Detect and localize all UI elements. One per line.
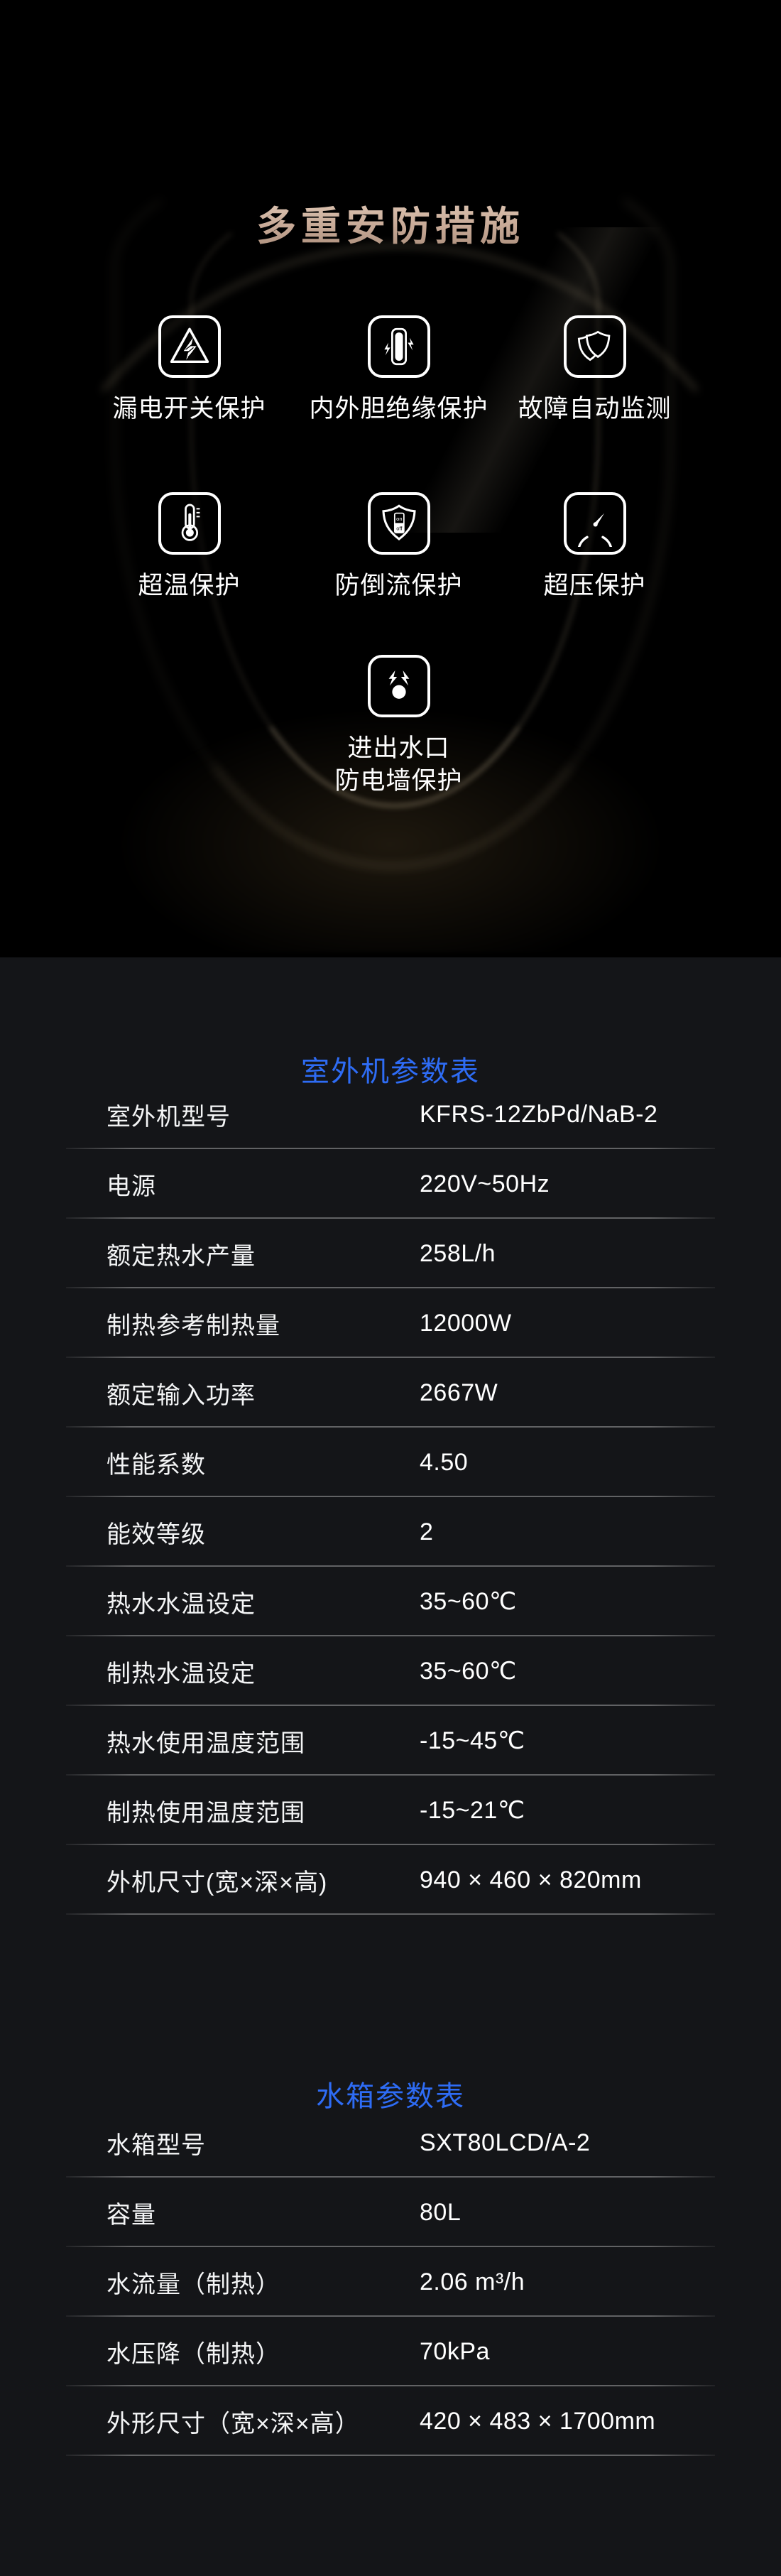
spec-label: 水压降（制热） — [106, 2340, 280, 2368]
safety-feature-fault-monitor: 故障自动监测 — [493, 315, 696, 425]
safety-section-title: 多重安防措施 — [0, 195, 781, 252]
spec-label: 容量 — [106, 2201, 156, 2229]
safety-feature-label: 进出水口 防电墙保护 — [334, 732, 462, 797]
table-row: 制热水温设定 35~60℃ — [66, 1636, 715, 1706]
table-row: 水流量（制热） 2.06 m³/h — [66, 2247, 715, 2317]
spec-value: 35~60℃ — [420, 1588, 517, 1615]
anti-backflow-icon: on off — [367, 492, 430, 555]
spec-value: KFRS-12ZbPd/NaB-2 — [420, 1100, 658, 1128]
switch-on-label: on — [396, 516, 402, 522]
table-row: 外形尺寸（宽×深×高） 420 × 483 × 1700mm — [66, 2386, 715, 2456]
anti-electric-wall-icon — [367, 655, 430, 717]
safety-feature-anti-backflow: on off 防倒流保护 — [297, 492, 500, 602]
switch-off-label: off — [396, 526, 403, 532]
spec-value: 420 × 483 × 1700mm — [420, 2407, 656, 2435]
spec-value: 12000W — [420, 1309, 512, 1337]
spec-value: SXT80LCD/A-2 — [420, 2129, 591, 2156]
tank-table-title: 水箱参数表 — [316, 2081, 465, 2113]
spec-label: 电源 — [106, 1173, 156, 1200]
spec-label: 热水使用温度范围 — [106, 1729, 305, 1757]
spec-label: 外形尺寸（宽×深×高） — [106, 2410, 360, 2438]
safety-feature-insulation: 内外胆绝缘保护 — [297, 315, 500, 425]
spec-value: 258L/h — [420, 1239, 496, 1267]
table-row: 制热参考制热量 12000W — [66, 1288, 715, 1358]
safety-feature-label: 超温保护 — [138, 572, 241, 599]
spec-value: -15~21℃ — [420, 1797, 525, 1824]
table-row: 容量 80L — [66, 2178, 715, 2247]
spec-value: 80L — [420, 2198, 462, 2226]
safety-section: 多重安防措施 漏电开关保护 内外胆绝缘保护 — [0, 0, 781, 957]
spec-value: 220V~50Hz — [420, 1170, 550, 1197]
spec-label: 额定热水产量 — [106, 1242, 256, 1270]
spec-value: 2 — [420, 1518, 434, 1545]
safety-feature-leakage: 漏电开关保护 — [88, 315, 290, 425]
spec-label: 制热水温设定 — [106, 1660, 256, 1688]
safety-feature-label: 防倒流保护 — [334, 572, 463, 599]
table-row: 热水水温设定 35~60℃ — [66, 1567, 715, 1636]
table-row: 额定热水产量 258L/h — [66, 1219, 715, 1288]
spec-label: 水流量（制热） — [106, 2271, 280, 2298]
spec-value: 35~60℃ — [420, 1658, 517, 1685]
table-row: 水压降（制热） 70kPa — [66, 2317, 715, 2386]
over-pressure-icon — [563, 492, 626, 555]
safety-feature-label: 内外胆绝缘保护 — [309, 395, 488, 423]
safety-feature-label: 超压保护 — [543, 572, 646, 599]
safety-feature-over-pressure: 超压保护 — [493, 492, 696, 602]
safety-feature-label-line2: 防电墙保护 — [334, 766, 463, 795]
safety-feature-anti-electric-wall: 进出水口 防电墙保护 — [297, 655, 500, 797]
table-row: 能效等级 2 — [66, 1497, 715, 1567]
spec-value: 4.50 — [420, 1448, 469, 1476]
table-row: 热水使用温度范围 -15~45℃ — [66, 1706, 715, 1776]
spec-label: 能效等级 — [106, 1521, 206, 1548]
table-row: 室外机型号 KFRS-12ZbPd/NaB-2 — [66, 1080, 715, 1149]
spec-label: 水箱型号 — [106, 2131, 206, 2159]
spec-label: 制热使用温度范围 — [106, 1799, 305, 1827]
safety-feature-label-line1: 进出水口 — [347, 734, 450, 762]
table-row: 性能系数 4.50 — [66, 1428, 715, 1497]
outdoor-table-title: 室外机参数表 — [301, 1056, 480, 1088]
spec-label: 室外机型号 — [106, 1103, 231, 1131]
table-row: 外机尺寸(宽×深×高) 940 × 460 × 820mm — [66, 1845, 715, 1915]
spec-value: 70kPa — [420, 2337, 490, 2365]
spec-label: 外机尺寸(宽×深×高) — [106, 1869, 328, 1896]
over-temperature-icon — [158, 492, 221, 555]
table-row: 额定输入功率 2667W — [66, 1358, 715, 1428]
spec-label: 制热参考制热量 — [106, 1312, 280, 1339]
table-row: 水箱型号 SXT80LCD/A-2 — [66, 2108, 715, 2178]
spec-value: 940 × 460 × 820mm — [420, 1866, 642, 1893]
spec-label: 性能系数 — [106, 1451, 206, 1479]
spec-label: 额定输入功率 — [106, 1381, 256, 1409]
tank-spec-table: 水箱型号 SXT80LCD/A-2 容量 80L 水流量（制热） 2.06 m³… — [66, 2108, 715, 2456]
safety-feature-label: 漏电开关保护 — [112, 395, 266, 423]
spec-value: 2667W — [420, 1379, 498, 1406]
table-row: 制热使用温度范围 -15~21℃ — [66, 1776, 715, 1845]
table-row: 电源 220V~50Hz — [66, 1149, 715, 1219]
fault-monitor-icon — [563, 315, 626, 378]
spec-section: 室外机参数表 室外机型号 KFRS-12ZbPd/NaB-2 电源 220V~5… — [0, 957, 781, 2576]
spec-label: 热水水温设定 — [106, 1590, 256, 1618]
outdoor-spec-table: 室外机型号 KFRS-12ZbPd/NaB-2 电源 220V~50Hz 额定热… — [66, 1080, 715, 1915]
leakage-switch-icon — [158, 315, 221, 378]
spec-value: 2.06 m³/h — [420, 2268, 525, 2295]
safety-feature-label: 故障自动监测 — [518, 395, 672, 423]
tank-insulation-icon — [367, 315, 430, 378]
safety-feature-over-temperature: 超温保护 — [88, 492, 290, 602]
spec-value: -15~45℃ — [420, 1727, 525, 1754]
